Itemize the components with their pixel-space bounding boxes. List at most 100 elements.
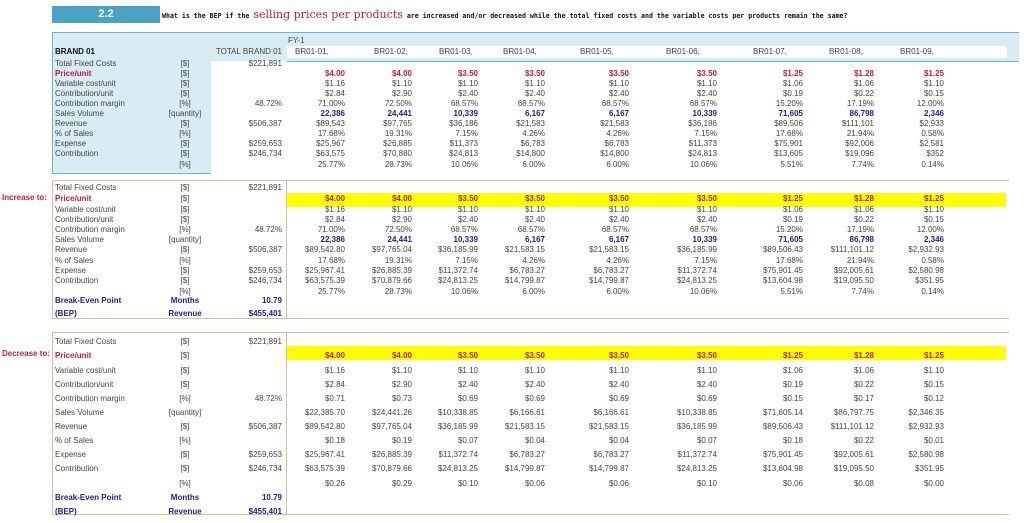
cell-value[interactable]: $25,967.41 — [304, 266, 345, 275]
cell-value[interactable]: 0.58% — [921, 129, 944, 138]
cell-value[interactable]: $1.10 — [524, 205, 545, 214]
cell-value[interactable]: 68.57% — [601, 225, 629, 234]
cell-value[interactable]: $0.22 — [853, 215, 874, 224]
cell-value[interactable]: $0.15 — [782, 394, 803, 403]
cell-value[interactable]: $0.69 — [696, 394, 717, 403]
cell-value[interactable]: $1.16 — [324, 79, 345, 88]
cell-value[interactable]: $0.22 — [853, 380, 874, 389]
cell-value[interactable]: $89,506.43 — [762, 245, 803, 254]
cell-value[interactable]: $1.06 — [782, 205, 803, 214]
cell-value[interactable]: $92,005.61 — [833, 266, 874, 275]
cell-value[interactable]: $2.40 — [696, 215, 717, 224]
cell-value[interactable]: $10,338.85 — [676, 408, 717, 417]
cell-value[interactable]: 68.57% — [689, 225, 717, 234]
cell-value[interactable]: $0.15 — [923, 215, 944, 224]
cell-value[interactable]: $1.25 — [923, 351, 944, 360]
cell-value[interactable]: 25.77% — [317, 287, 345, 296]
cell-value[interactable]: $0.12 — [923, 394, 944, 403]
cell-value[interactable]: $2.90 — [391, 380, 412, 389]
cell-value[interactable]: 22,386 — [320, 109, 345, 118]
cell-value[interactable]: $2.40 — [608, 380, 629, 389]
cell-value[interactable]: $19,095.50 — [833, 464, 874, 473]
cell-value[interactable]: $2.84 — [324, 380, 345, 389]
cell-value[interactable]: $2.90 — [391, 215, 412, 224]
cell-value[interactable]: 21.94% — [846, 256, 874, 265]
cell-value[interactable]: $1.10 — [923, 79, 944, 88]
cell-value[interactable]: $13,604.98 — [762, 464, 803, 473]
cell-value[interactable]: $11,373 — [688, 139, 717, 148]
cell-value[interactable]: $11,372.74 — [677, 450, 717, 459]
cell-value[interactable]: 28.73% — [384, 160, 412, 169]
cell-value[interactable]: $97,765 — [383, 119, 412, 128]
cell-value[interactable]: $0.04 — [524, 436, 545, 445]
cell-value[interactable]: 72.50% — [384, 225, 412, 234]
cell-value[interactable]: 0.14% — [921, 160, 944, 169]
cell-value[interactable]: 71,605 — [778, 109, 803, 118]
cell-value[interactable]: $36,185.99 — [437, 245, 478, 254]
cell-value[interactable]: $21,583.15 — [588, 245, 629, 254]
cell-value[interactable]: 0.14% — [921, 287, 944, 296]
cell-value[interactable]: 71.00% — [317, 225, 345, 234]
cell-value[interactable]: 86,798 — [849, 109, 874, 118]
cell-value[interactable]: $13,604.98 — [762, 276, 803, 285]
cell-value[interactable]: $351.95 — [915, 276, 944, 285]
cell-value[interactable]: $97,765.04 — [371, 245, 412, 254]
cell-value[interactable]: $2,933 — [919, 119, 944, 128]
cell-value[interactable]: $89,543 — [316, 119, 345, 128]
cell-value[interactable]: $0.07 — [696, 436, 717, 445]
cell-value[interactable]: 10.06% — [689, 287, 717, 296]
cell-value[interactable]: $10,338.85 — [437, 408, 478, 417]
cell-value[interactable]: $24,813.25 — [437, 464, 478, 473]
cell-value[interactable]: $3.50 — [524, 69, 545, 78]
cell-value[interactable]: $1.28 — [853, 194, 874, 203]
cell-value[interactable]: 68.57% — [601, 99, 629, 108]
cell-value[interactable]: 12.00% — [916, 99, 944, 108]
cell-value[interactable]: $6,166.61 — [509, 408, 545, 417]
cell-value[interactable]: 5.51% — [780, 287, 803, 296]
cell-value[interactable]: $24,441.26 — [371, 408, 412, 417]
cell-value[interactable]: 17.68% — [775, 256, 803, 265]
cell-value[interactable]: 24,441 — [387, 109, 412, 118]
cell-value[interactable]: $0.69 — [524, 394, 545, 403]
cell-value[interactable]: $26,885.39 — [371, 450, 412, 459]
cell-value[interactable]: $1.16 — [324, 366, 345, 375]
cell-value[interactable]: $26,885.39 — [371, 266, 412, 275]
cell-value[interactable]: $0.06 — [608, 479, 629, 488]
cell-value[interactable]: $3.50 — [524, 351, 545, 360]
cell-value[interactable]: $0.29 — [391, 479, 412, 488]
cell-value[interactable]: 6,167 — [524, 235, 545, 244]
cell-value[interactable]: 72.50% — [384, 99, 412, 108]
cell-value[interactable]: $21,583 — [600, 119, 629, 128]
cell-value[interactable]: 28.73% — [384, 287, 412, 296]
cell-value[interactable]: $2.90 — [391, 89, 412, 98]
cell-value[interactable]: 7.15% — [455, 256, 478, 265]
cell-value[interactable]: 7.15% — [694, 129, 717, 138]
cell-value[interactable]: $24,813.25 — [676, 464, 717, 473]
cell-value[interactable]: $24,813 — [688, 149, 717, 158]
cell-value[interactable]: $4.00 — [324, 194, 345, 203]
cell-value[interactable]: $2.40 — [524, 380, 545, 389]
cell-value[interactable]: 10,339 — [453, 235, 478, 244]
cell-value[interactable]: $11,373 — [449, 139, 478, 148]
cell-value[interactable]: 15.20% — [775, 99, 803, 108]
cell-value[interactable]: $0.26 — [324, 479, 345, 488]
cell-value[interactable]: $70,879.66 — [371, 464, 412, 473]
cell-value[interactable]: $0.07 — [457, 436, 478, 445]
cell-value[interactable]: $2.40 — [457, 380, 478, 389]
cell-value[interactable]: $1.10 — [391, 366, 412, 375]
cell-value[interactable]: $36,186 — [449, 119, 478, 128]
cell-value[interactable]: $1.06 — [782, 79, 803, 88]
cell-value[interactable]: $89,542.80 — [304, 245, 345, 254]
cell-value[interactable]: 12.00% — [916, 225, 944, 234]
cell-value[interactable]: $11,372.74 — [677, 266, 717, 275]
cell-value[interactable]: $2.40 — [524, 89, 545, 98]
cell-value[interactable]: $1.25 — [782, 351, 803, 360]
cell-value[interactable]: $1.10 — [923, 205, 944, 214]
cell-value[interactable]: $6,783.27 — [593, 450, 629, 459]
cell-value[interactable]: $0.73 — [391, 394, 412, 403]
cell-value[interactable]: 10,339 — [692, 109, 717, 118]
cell-value[interactable]: 4.26% — [522, 256, 545, 265]
cell-value[interactable]: $2.84 — [324, 215, 345, 224]
cell-value[interactable]: $24,813.25 — [676, 276, 717, 285]
cell-value[interactable]: $1.10 — [391, 205, 412, 214]
